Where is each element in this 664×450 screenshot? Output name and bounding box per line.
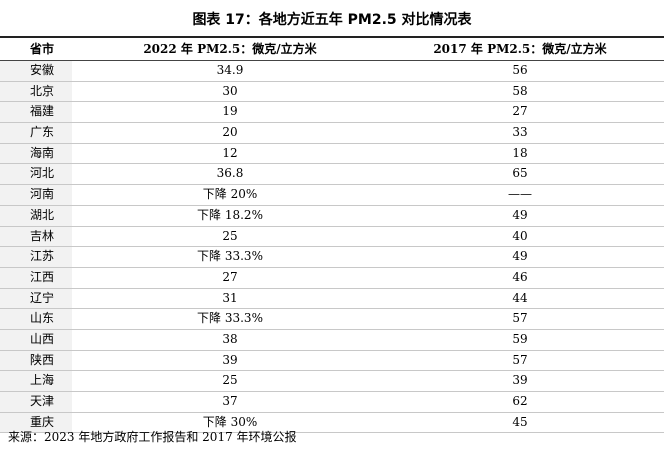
row-shade [0, 350, 72, 371]
province-cell: 山西 [30, 331, 55, 346]
province-cell: 福建 [30, 104, 55, 119]
row-shade [0, 309, 72, 329]
row-shade [0, 371, 72, 391]
source-note: 来源：2023 年地方政府工作报告和 2017 年环境公报 [8, 430, 297, 444]
header-cell: 2022 年 PM2.5：微克/立方米 [143, 42, 317, 56]
row-shade [0, 185, 72, 205]
value-cell: 31 [222, 290, 238, 305]
value-cell: 44 [512, 290, 528, 305]
province-cell: 海南 [30, 145, 55, 160]
value-cell: 49 [512, 249, 528, 264]
row-shade [0, 81, 72, 102]
table-row: 广东 20 33 [0, 123, 664, 144]
value-cell: 45 [512, 414, 528, 429]
province-cell: 江苏 [30, 249, 55, 264]
table-row: 重庆 下降 30% 45 [0, 412, 664, 434]
province-cell: 广东 [30, 125, 55, 140]
value-cell: 57 [512, 352, 528, 367]
header-cell: 省市 [30, 42, 55, 56]
table-row: 海南 12 18 [0, 143, 664, 165]
value-cell: 56 [512, 63, 528, 77]
table-row: 陕西 39 57 [0, 350, 664, 372]
row-shade [0, 205, 72, 226]
value-cell: —— [508, 187, 532, 202]
value-cell: 49 [512, 207, 528, 222]
table-row: 江苏 下降 33.3% 49 [0, 247, 664, 268]
value-cell: 34.9 [216, 63, 244, 77]
value-cell: 下降 20% [202, 187, 258, 202]
value-cell: 37 [222, 394, 238, 408]
row-shade [0, 247, 72, 267]
value-cell: 65 [512, 166, 528, 181]
value-cell: 58 [512, 83, 528, 98]
table-row: 北京 30 58 [0, 81, 664, 103]
province-cell: 山东 [30, 311, 55, 326]
value-cell: 19 [222, 104, 238, 119]
table-row: 湖北 下降 18.2% 49 [0, 205, 664, 227]
table-row: 山东 下降 33.3% 57 [0, 309, 664, 330]
value-cell: 20 [222, 125, 238, 140]
header-row: 省市 2022 年 PM2.5：微克/立方米 2017 年 PM2.5：微克/立方米 [0, 38, 664, 61]
value-cell: 18 [512, 145, 528, 160]
table-row: 河北 36.8 65 [0, 164, 664, 186]
value-cell: 33 [512, 125, 528, 140]
table-row: 山西 38 59 [0, 329, 664, 351]
row-shade [0, 329, 72, 350]
value-cell: 59 [512, 331, 528, 346]
province-cell: 河北 [30, 166, 55, 181]
table-row: 天津 37 62 [0, 392, 664, 413]
province-cell: 上海 [30, 373, 55, 388]
row-shade [0, 102, 72, 123]
row-shade [0, 288, 72, 309]
value-cell: 下降 33.3% [197, 311, 263, 326]
row-shade [0, 164, 72, 185]
value-cell: 46 [512, 269, 528, 284]
table-row: 安徽 34.9 56 [0, 61, 664, 82]
province-cell: 江西 [30, 269, 55, 284]
province-cell: 河南 [30, 187, 55, 202]
value-cell: 下降 18.2% [197, 207, 263, 222]
value-cell: 27 [222, 269, 238, 284]
table-row: 福建 19 27 [0, 102, 664, 124]
table-row: 河南 下降 20% —— [0, 185, 664, 206]
table-row: 江西 27 46 [0, 267, 664, 289]
value-cell: 39 [512, 373, 528, 388]
header-cell: 2017 年 PM2.5：微克/立方米 [433, 42, 607, 56]
province-cell: 重庆 [30, 414, 55, 429]
value-cell: 下降 33.3% [197, 249, 263, 264]
value-cell: 57 [512, 311, 528, 326]
province-cell: 湖北 [30, 207, 55, 222]
value-cell: 40 [512, 228, 528, 243]
row-shade [0, 123, 72, 143]
value-cell: 62 [512, 394, 528, 408]
province-cell: 辽宁 [30, 290, 55, 305]
value-cell: 27 [512, 104, 528, 119]
value-cell: 38 [222, 331, 238, 346]
value-cell: 12 [222, 145, 238, 160]
value-cell: 39 [222, 352, 238, 367]
province-cell: 安徽 [30, 63, 55, 77]
table-title: 图表 17：各地方近五年 PM2.5 对比情况表 [192, 12, 472, 28]
province-cell: 北京 [30, 83, 55, 98]
province-cell: 吉林 [30, 228, 55, 243]
row-shade [0, 143, 72, 164]
value-cell: 25 [222, 373, 238, 388]
value-cell: 36.8 [216, 166, 244, 181]
data-table: 省市 2022 年 PM2.5：微克/立方米 2017 年 PM2.5：微克/立方米… [0, 36, 664, 434]
table-row: 辽宁 31 44 [0, 288, 664, 310]
row-shade [0, 392, 72, 412]
province-cell: 陕西 [30, 352, 55, 367]
table-row: 吉林 25 40 [0, 226, 664, 248]
value-cell: 30 [222, 83, 238, 98]
province-cell: 天津 [30, 394, 55, 408]
value-cell: 下降 30% [202, 414, 258, 429]
table-row: 上海 25 39 [0, 371, 664, 392]
row-shade [0, 61, 72, 81]
row-shade [0, 226, 72, 247]
value-cell: 25 [222, 228, 238, 243]
row-shade [0, 412, 72, 433]
row-shade [0, 267, 72, 288]
